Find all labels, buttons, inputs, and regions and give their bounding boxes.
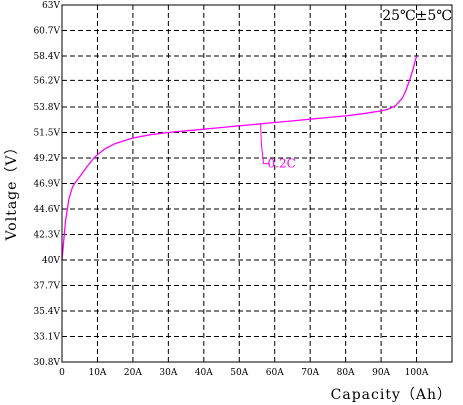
plot-frame (61, 4, 453, 363)
annotation-layer: 0.2C (260, 123, 296, 171)
annotation-leader-line (260, 123, 269, 165)
grid-layer (62, 5, 452, 362)
x-tick-label: 50A (230, 368, 248, 378)
y-tick-label: 44.6V (33, 205, 60, 215)
y-tick-label: 35.4V (33, 307, 60, 317)
x-axis-title: Capacity（Ah） (331, 387, 452, 403)
y-axis-title: Voltage（V） (4, 139, 20, 241)
y-tick-label: 58.4V (33, 52, 60, 62)
series-line (61, 55, 418, 261)
y-tick-label: 63V (42, 1, 60, 11)
x-tick-label: 30A (159, 368, 177, 378)
y-tick-label: 40V (42, 256, 60, 266)
x-tick-label: 40A (195, 368, 213, 378)
x-tick-label: 60A (266, 368, 284, 378)
y-tick-label: 53.8V (33, 103, 60, 113)
y-tick-label: 42.3V (33, 231, 60, 241)
y-tick-label: 51.5V (33, 129, 60, 139)
x-tick-label: 90A (372, 368, 390, 378)
y-tick-label: 46.9V (33, 180, 60, 190)
y-tick-label: 56.2V (33, 76, 60, 86)
x-tick-label: 20A (124, 368, 142, 378)
y-tick-label: 37.7V (33, 282, 60, 292)
y-tick-label: 33.1V (33, 333, 60, 343)
annotation-label: 0.2C (268, 157, 296, 171)
x-tick-label: 70A (301, 368, 319, 378)
x-tick-label: 10A (88, 368, 106, 378)
x-tick-label: 100A (405, 368, 429, 378)
tick-label-layer: 0 10A 20A 30A 40A 50A 60A 70A 80A 90A 100A 63V 60.7V… (33, 1, 428, 378)
temperature-note: 25℃±5℃ (382, 8, 452, 24)
x-tick-label: 0 (59, 368, 65, 378)
y-tick-label: 30.8V (33, 358, 60, 368)
y-tick-label: 60.7V (33, 27, 60, 37)
series-layer (61, 55, 418, 261)
x-tick-label: 80A (337, 368, 355, 378)
y-tick-label: 49.2V (33, 154, 60, 164)
